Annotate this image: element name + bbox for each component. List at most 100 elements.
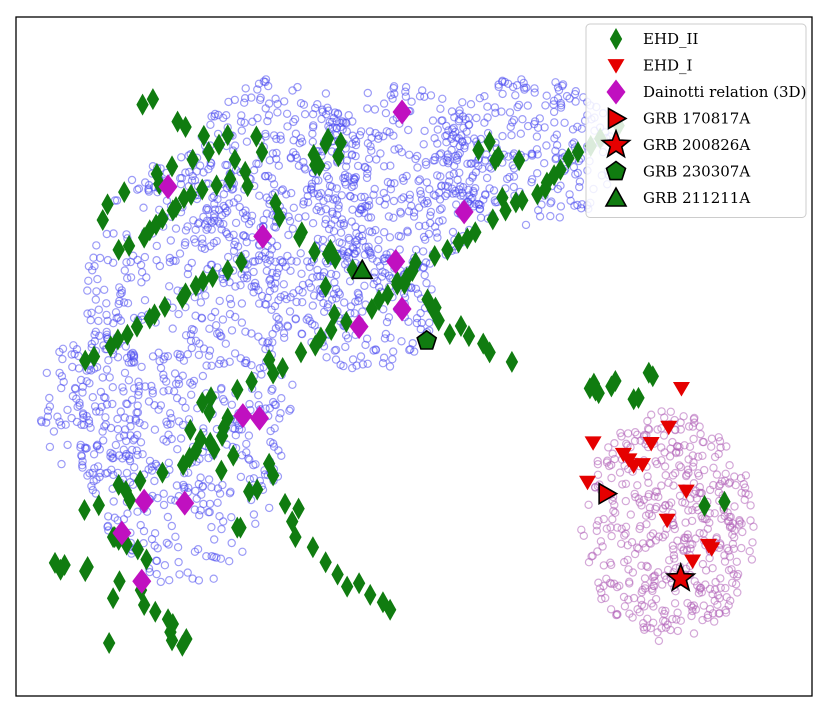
background-point <box>296 249 305 258</box>
background-point <box>577 204 586 213</box>
background-point <box>620 602 630 611</box>
background-point <box>75 401 84 410</box>
background-point <box>433 233 442 242</box>
background-point <box>63 405 72 415</box>
background-point <box>140 382 150 391</box>
background-point <box>724 546 733 556</box>
background-point <box>58 354 67 364</box>
background-point <box>389 213 398 222</box>
background-point <box>263 338 272 348</box>
background-point <box>55 347 64 357</box>
background-point <box>300 109 310 119</box>
background-point <box>698 615 707 625</box>
background-point <box>374 235 383 245</box>
background-point <box>59 377 68 387</box>
background-point <box>308 301 317 310</box>
background-point <box>159 370 168 379</box>
background-point <box>176 153 186 162</box>
background-point <box>164 282 174 291</box>
background-point <box>92 287 101 296</box>
background-point <box>288 224 297 233</box>
background-point <box>512 80 522 90</box>
background-point <box>129 384 139 393</box>
background-point <box>274 446 283 455</box>
background-point <box>255 191 264 200</box>
background-point <box>212 329 222 338</box>
background-point <box>608 496 617 505</box>
background-point <box>313 272 322 281</box>
background-point <box>249 288 258 297</box>
background-point <box>261 404 270 413</box>
background-point <box>730 472 739 481</box>
background-point <box>234 425 244 434</box>
background-point <box>311 176 320 185</box>
background-point <box>296 98 306 108</box>
ehd-ii-point <box>96 209 109 232</box>
background-point <box>78 457 87 466</box>
background-point <box>308 137 317 146</box>
background-point <box>267 386 276 395</box>
ehd-ii-point <box>186 148 199 171</box>
background-point <box>417 195 427 204</box>
ehd-ii-point <box>273 206 286 229</box>
background-point <box>686 494 695 503</box>
ehd-ii-point <box>136 93 149 116</box>
background-point <box>134 390 143 400</box>
background-point <box>242 439 251 449</box>
background-point <box>497 107 506 116</box>
background-point <box>261 254 270 264</box>
background-point <box>194 511 204 520</box>
background-point <box>188 380 197 389</box>
background-point <box>334 204 343 213</box>
background-point <box>694 471 704 480</box>
background-point <box>355 293 364 302</box>
background-point <box>741 471 751 480</box>
background-point <box>83 286 92 295</box>
background-point <box>379 254 388 264</box>
background-point <box>94 316 103 326</box>
ehd-ii-point <box>184 418 197 441</box>
background-point <box>721 608 731 617</box>
background-point <box>389 347 398 356</box>
background-point <box>401 87 410 96</box>
background-point <box>194 350 204 360</box>
background-point <box>217 524 226 534</box>
background-point <box>140 252 150 262</box>
background-point <box>660 462 670 471</box>
ehd-ii-point <box>331 563 344 586</box>
ehd-ii-point <box>204 386 218 409</box>
background-point <box>540 158 549 168</box>
background-point <box>642 561 651 571</box>
background-point <box>307 257 316 267</box>
background-point <box>147 466 157 475</box>
background-point <box>113 353 123 362</box>
background-point <box>45 442 55 452</box>
background-point <box>285 216 295 226</box>
background-point <box>433 125 442 134</box>
background-point <box>668 541 678 550</box>
background-point <box>653 628 662 637</box>
background-point <box>644 478 653 487</box>
background-point <box>165 409 175 418</box>
background-point <box>370 184 379 194</box>
background-point <box>326 269 336 279</box>
background-point <box>414 221 424 231</box>
ehd-ii-point <box>496 186 509 209</box>
background-point <box>506 122 515 132</box>
ehd-ii-point <box>469 221 482 244</box>
background-point <box>635 524 644 534</box>
background-point <box>513 102 522 112</box>
background-point <box>360 281 369 290</box>
ehd-ii-point <box>492 145 505 168</box>
ehd-ii-point <box>443 323 457 346</box>
ehd-ii-point <box>698 494 711 517</box>
background-point <box>694 452 703 461</box>
background-point <box>271 94 280 103</box>
background-point <box>372 155 381 164</box>
background-point <box>416 186 425 196</box>
background-point <box>231 282 240 291</box>
background-point <box>592 521 602 530</box>
background-point <box>254 159 263 169</box>
background-point <box>183 269 193 279</box>
background-point <box>650 576 659 586</box>
